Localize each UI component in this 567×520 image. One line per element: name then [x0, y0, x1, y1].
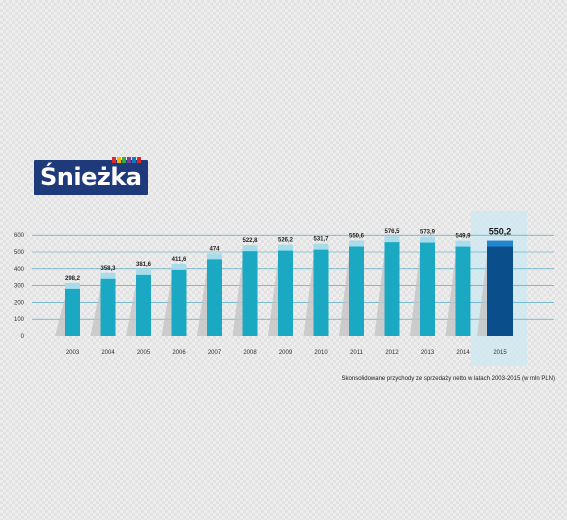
y-tick-label: 300 — [14, 284, 25, 290]
value-label: 358,3 — [100, 266, 116, 272]
value-label: 550,6 — [349, 233, 365, 239]
x-tick-label: 2011 — [350, 350, 364, 356]
value-label: 576,5 — [384, 229, 400, 235]
bar — [455, 243, 471, 336]
bar-shadow — [410, 251, 420, 336]
logo-stripe — [132, 157, 136, 163]
bar — [487, 243, 513, 336]
bar-shadow — [197, 268, 207, 336]
bar — [100, 275, 116, 336]
y-tick-label: 600 — [14, 233, 25, 239]
bar — [242, 248, 258, 336]
bar-shadow — [445, 255, 456, 336]
bar-shadow — [161, 278, 172, 336]
bar — [313, 246, 329, 336]
bar-top — [65, 282, 80, 289]
bar-top — [420, 236, 435, 243]
x-tick-label: 2008 — [243, 350, 257, 356]
value-label: 522,8 — [242, 238, 258, 244]
bar-top — [349, 240, 364, 247]
logo-text: Śnieżka — [40, 163, 142, 191]
bar — [349, 243, 364, 336]
y-tick-label: 500 — [14, 250, 25, 256]
value-label: 526,2 — [278, 238, 294, 244]
value-label: 411,6 — [172, 257, 187, 263]
bar — [384, 239, 400, 336]
logo-stripe — [137, 157, 141, 163]
bar-top — [455, 240, 471, 247]
bar-shadow — [268, 259, 278, 336]
x-tick-label: 2003 — [66, 350, 80, 356]
logo-stripe — [117, 157, 121, 163]
bar — [207, 256, 222, 336]
y-tick-label: 100 — [14, 317, 25, 323]
bar-top — [487, 240, 513, 247]
bar-top — [207, 253, 222, 260]
bar-top — [136, 268, 151, 275]
x-tick-label: 2014 — [456, 350, 470, 356]
bar-top — [242, 245, 258, 252]
x-tick-label: 2009 — [279, 350, 293, 356]
bar-shadow — [477, 255, 487, 336]
logo-stripe — [112, 157, 116, 163]
bar-shadow — [55, 297, 65, 336]
x-tick-label: 2007 — [208, 350, 222, 356]
bar-shadow — [232, 260, 243, 336]
value-label: 381,6 — [136, 262, 152, 268]
y-tick-label: 200 — [14, 300, 25, 306]
logo-stripe — [122, 157, 126, 163]
bar — [420, 239, 435, 336]
bar — [278, 247, 293, 336]
bar-top — [100, 272, 116, 279]
logo-stripe — [127, 157, 131, 163]
bar — [171, 266, 187, 336]
y-tick-label: 400 — [14, 267, 25, 273]
value-label: 573,9 — [420, 230, 436, 236]
value-label: 531,7 — [313, 237, 329, 243]
bar-shadow — [303, 258, 314, 336]
x-tick-label: 2004 — [101, 350, 115, 356]
bar-top — [171, 263, 187, 270]
x-tick-label: 2005 — [137, 350, 151, 356]
x-tick-label: 2012 — [385, 350, 399, 356]
bar-top — [384, 236, 400, 243]
x-tick-label: 2015 — [493, 350, 507, 356]
company-logo: Śnieżka — [34, 157, 148, 195]
bar — [136, 271, 151, 336]
bar-shadow — [126, 283, 136, 336]
x-tick-label: 2013 — [421, 350, 435, 356]
bar-top — [313, 243, 329, 250]
bar-shadow — [339, 255, 349, 336]
y-tick-label: 0 — [21, 334, 25, 340]
bar-shadow — [374, 251, 385, 336]
value-label: 550,2 — [489, 227, 512, 237]
logo-color-stripes — [112, 157, 142, 163]
bar — [65, 285, 80, 336]
value-label: 474 — [209, 246, 220, 252]
bar-shadow — [90, 287, 101, 336]
value-label: 298,2 — [65, 276, 81, 282]
x-tick-label: 2006 — [172, 350, 186, 356]
bar-top — [278, 244, 293, 251]
value-label: 549,9 — [455, 234, 471, 240]
x-tick-label: 2010 — [314, 350, 328, 356]
chart-caption: Skonsolidowane przychody ze sprzedaży ne… — [341, 376, 555, 382]
